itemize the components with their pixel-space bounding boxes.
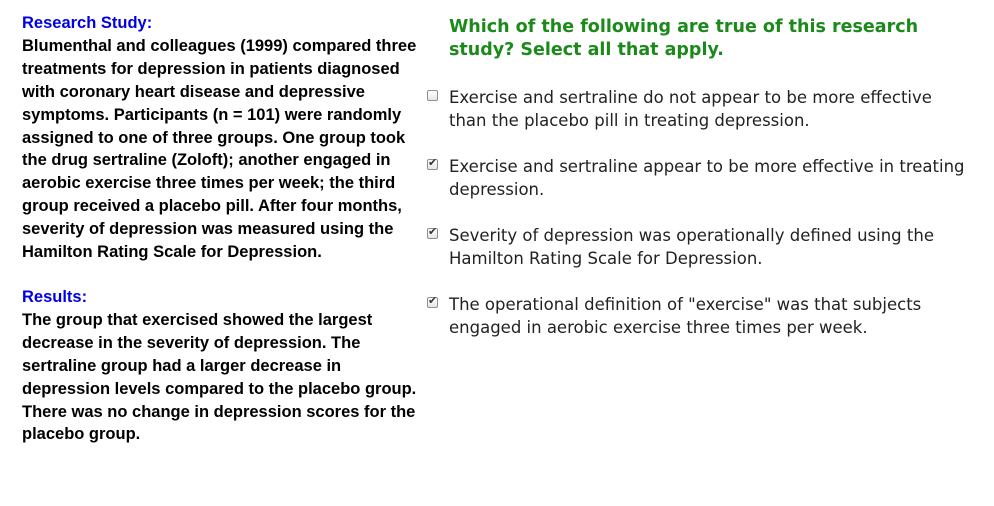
- study-panel: Research Study: Blumenthal and colleague…: [22, 12, 417, 446]
- option-3-label: Severity of depression was operationally…: [449, 226, 934, 268]
- answer-option-4[interactable]: ✔ The operational definition of "exercis…: [427, 293, 969, 339]
- research-study-text: Blumenthal and colleagues (1999) compare…: [22, 36, 417, 262]
- checkmark-icon: ✔: [428, 225, 438, 238]
- option-3-checkbox[interactable]: ✔: [427, 225, 438, 239]
- answer-option-2[interactable]: ✔ Exercise and sertraline appear to be m…: [427, 155, 969, 201]
- answer-option-1[interactable]: Exercise and sertraline do not appear to…: [427, 86, 969, 132]
- answer-options: Exercise and sertraline do not appear to…: [427, 86, 969, 339]
- option-2-label: Exercise and sertraline appear to be mor…: [449, 157, 965, 199]
- results-text: The group that exercised showed the larg…: [22, 310, 417, 444]
- option-2-checkbox[interactable]: ✔: [427, 156, 438, 170]
- question-panel: Which of the following are true of this …: [427, 16, 969, 362]
- option-1-label: Exercise and sertraline do not appear to…: [449, 88, 932, 130]
- checkmark-icon: ✔: [428, 294, 438, 307]
- answer-option-3[interactable]: ✔ Severity of depression was operational…: [427, 224, 969, 270]
- checkmark-icon: ✔: [428, 156, 438, 169]
- research-study-heading: Research Study:: [22, 14, 153, 32]
- option-4-checkbox[interactable]: ✔: [427, 294, 438, 308]
- results-heading: Results:: [22, 287, 88, 306]
- question-text: Which of the following are true of this …: [449, 17, 919, 60]
- option-4-label: The operational definition of "exercise"…: [449, 295, 922, 337]
- option-1-checkbox[interactable]: [427, 90, 438, 101]
